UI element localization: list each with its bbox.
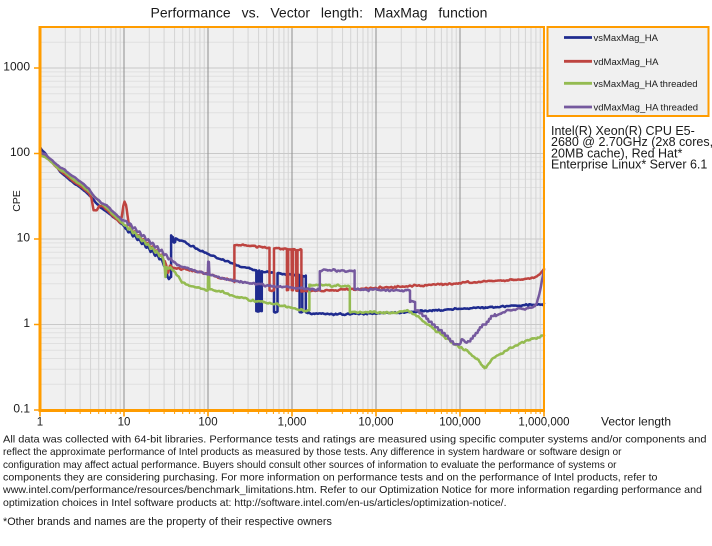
svg-text:Performance vs. Vector length:: Performance vs. Vector length: MaxMag fu…: [151, 5, 488, 21]
svg-text:Intel(R) Xeon(R) CPU E5-: Intel(R) Xeon(R) CPU E5-: [551, 124, 695, 138]
svg-text:All data was collected with 64: All data was collected with 64-bit libra…: [3, 434, 707, 446]
svg-text:2680 @ 2.70GHz (2x8 cores,: 2680 @ 2.70GHz (2x8 cores,: [551, 135, 712, 149]
svg-text:1: 1: [37, 417, 43, 429]
svg-text:100: 100: [10, 145, 30, 159]
svg-text:*Other brands and names are th: *Other brands and names are the property…: [3, 516, 332, 528]
svg-text:www.intel.com/performance/reso: www.intel.com/performance/resources/benc…: [2, 484, 702, 496]
svg-text:100: 100: [198, 417, 217, 429]
svg-text:CPE: CPE: [11, 190, 23, 212]
svg-text:vsMaxMag_HA: vsMaxMag_HA: [594, 33, 659, 44]
svg-text:Vector length: Vector length: [601, 415, 671, 429]
svg-text:1,000: 1,000: [278, 417, 307, 429]
svg-text:1: 1: [23, 316, 30, 330]
svg-text:100,000: 100,000: [439, 417, 481, 429]
svg-text:configuration may affect actua: configuration may affect actual performa…: [3, 459, 617, 471]
svg-text:vdMaxMag_HA threaded: vdMaxMag_HA threaded: [594, 103, 699, 114]
svg-text:vdMaxMag_HA: vdMaxMag_HA: [594, 57, 660, 68]
svg-text:10: 10: [118, 417, 131, 429]
svg-text:1000: 1000: [3, 60, 30, 74]
svg-text:10: 10: [17, 231, 31, 245]
svg-text:20MB cache), Red Hat*: 20MB cache), Red Hat*: [551, 146, 682, 160]
svg-text:optimization choices in Intel: optimization choices in Intel software p…: [3, 497, 507, 509]
svg-text:1,000,000: 1,000,000: [518, 417, 569, 429]
svg-text:Enterprise Linux* Server 6.1: Enterprise Linux* Server 6.1: [551, 158, 707, 172]
svg-text:0.1: 0.1: [13, 402, 30, 416]
svg-text:10,000: 10,000: [358, 417, 393, 429]
svg-text:vsMaxMag_HA threaded: vsMaxMag_HA threaded: [594, 79, 698, 90]
svg-text:reflect the approximate perfor: reflect the approximate performance of I…: [3, 446, 622, 458]
svg-text:components they are considerin: components they are considering purchasi…: [3, 471, 658, 483]
